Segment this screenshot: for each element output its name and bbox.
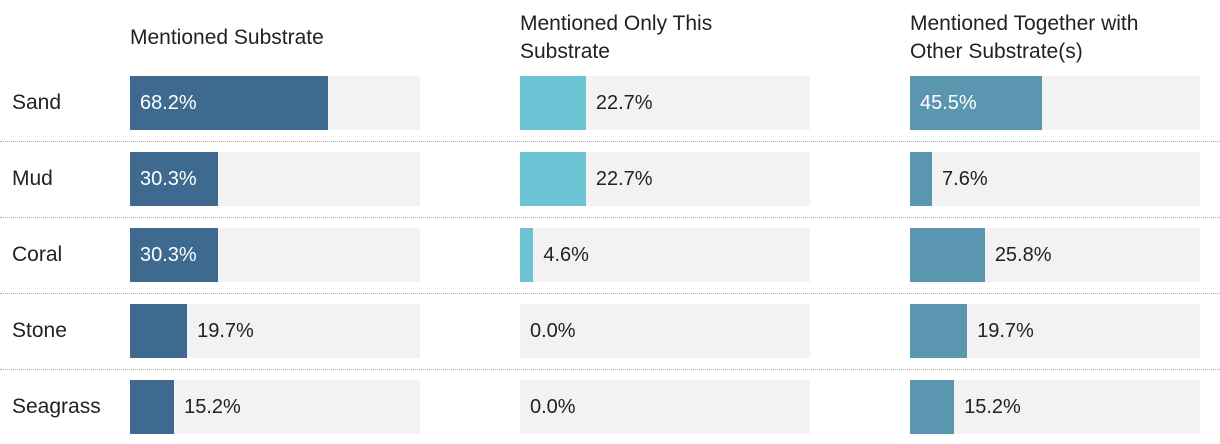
bar	[520, 228, 534, 282]
column-header: Mentioned Together with Other Substrate(…	[910, 12, 1139, 63]
value-label: 68.2%	[140, 91, 197, 114]
row-label: Coral	[12, 243, 63, 266]
value-label: 19.7%	[977, 319, 1034, 342]
value-label: 15.2%	[184, 395, 241, 418]
bar	[520, 152, 586, 206]
bar-track	[520, 380, 810, 434]
row-separator	[0, 369, 1220, 370]
bar	[130, 228, 218, 282]
value-label: 30.3%	[140, 167, 197, 190]
value-label: 7.6%	[942, 167, 988, 190]
value-label: 45.5%	[920, 91, 977, 114]
row-label: Seagrass	[12, 395, 101, 418]
value-label: 15.2%	[964, 395, 1021, 418]
value-label: 0.0%	[530, 319, 576, 342]
bar	[910, 380, 955, 434]
bar	[910, 76, 1042, 130]
bar	[130, 304, 188, 358]
column-header: Mentioned Substrate	[130, 26, 324, 49]
bar-track	[520, 304, 810, 358]
row-label: Sand	[12, 91, 62, 114]
bar-track	[910, 380, 1200, 434]
row-separator	[0, 141, 1220, 142]
bar	[910, 304, 968, 358]
value-label: 30.3%	[140, 243, 197, 266]
row-separator	[0, 217, 1220, 218]
bar-track	[130, 380, 420, 434]
value-label: 25.8%	[994, 243, 1052, 266]
bar	[910, 228, 985, 282]
value-label: 4.6%	[543, 243, 589, 266]
bar	[130, 380, 175, 434]
bar	[520, 76, 586, 130]
bar	[910, 152, 933, 206]
bar-track	[910, 152, 1200, 206]
bar	[130, 152, 218, 206]
bar	[130, 76, 328, 130]
value-label: 19.7%	[197, 319, 254, 342]
column-header: Mentioned Only This Substrate	[520, 12, 713, 63]
row-label: Stone	[12, 319, 67, 342]
value-label: 0.0%	[530, 395, 576, 418]
value-label: 22.7%	[595, 91, 653, 114]
value-label: 22.7%	[595, 167, 653, 190]
row-label: Mud	[12, 167, 53, 190]
bar-track	[520, 228, 810, 282]
row-separator	[0, 293, 1220, 294]
